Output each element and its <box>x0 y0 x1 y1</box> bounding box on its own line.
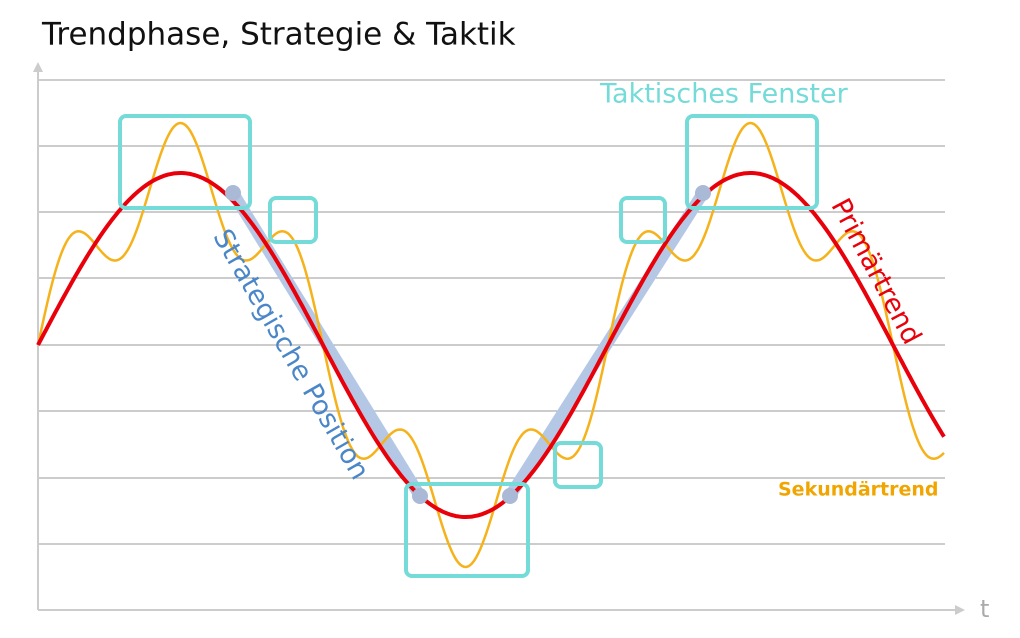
tactical-window-label: Taktisches Fenster <box>599 79 849 110</box>
window-box <box>685 114 819 210</box>
window-box <box>553 441 603 489</box>
window-box <box>404 482 530 578</box>
title: Trendphase, Strategie & Taktik <box>41 17 516 53</box>
window-box <box>619 196 667 244</box>
point <box>225 185 241 201</box>
strategic-position-label: Strategische Position <box>207 224 376 485</box>
strategic-points <box>225 185 711 504</box>
point <box>502 488 518 504</box>
tactical-windows <box>118 114 819 578</box>
point <box>695 185 711 201</box>
point <box>412 488 428 504</box>
grid <box>38 79 945 545</box>
secondary-trend-curve <box>36 121 945 569</box>
y-axis-arrow <box>33 62 43 72</box>
secondary-trend-label: Sekundärtrend <box>778 479 939 501</box>
window-box <box>118 114 252 210</box>
window-box <box>268 196 318 244</box>
x-axis-arrow <box>955 605 965 615</box>
primary-trend-label: Primärtrend <box>825 193 928 349</box>
primary-trend-curve <box>36 171 946 519</box>
axis-label: t <box>980 595 989 623</box>
